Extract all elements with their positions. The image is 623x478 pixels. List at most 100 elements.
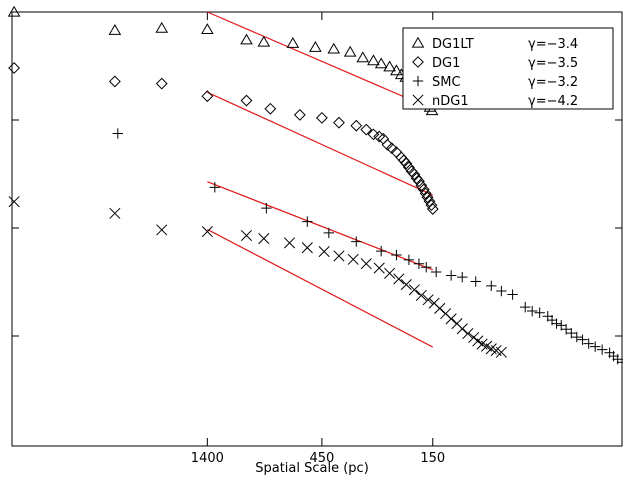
data-point-diamond xyxy=(421,191,434,204)
data-point-diamond xyxy=(8,62,21,74)
legend-gamma: γ=−3.4 xyxy=(528,37,578,52)
data-point-x xyxy=(445,313,457,325)
data-point-plus xyxy=(302,216,313,227)
data-point-plus xyxy=(391,249,402,261)
data-point-diamond xyxy=(367,128,380,141)
plot-frame xyxy=(11,11,623,447)
data-point-triangle xyxy=(327,42,341,54)
data-point-plus xyxy=(534,307,545,318)
x-tick-label: 1400 xyxy=(191,451,224,466)
x-tick-label: 450 xyxy=(309,451,334,466)
data-point-x xyxy=(456,323,468,335)
data-point-plus xyxy=(413,258,425,269)
data-point-x xyxy=(258,232,270,245)
data-point-plus xyxy=(486,280,497,292)
data-point-plus xyxy=(112,128,123,139)
fit-lines xyxy=(207,11,434,348)
legend-gamma: γ=−4.2 xyxy=(528,94,578,109)
data-point-x xyxy=(495,346,507,358)
data-point-triangle xyxy=(390,64,403,76)
data-point-diamond xyxy=(155,77,168,90)
data-point-plus xyxy=(507,289,518,300)
data-point-plus xyxy=(470,276,481,287)
series-ndg1 xyxy=(8,196,507,358)
data-point-diamond xyxy=(402,161,415,174)
fit-line-dg1 xyxy=(207,91,434,196)
legend-box xyxy=(402,27,614,110)
x-axis-label: Spatial Scale (pc) xyxy=(255,461,369,476)
legend-label: nDG1 xyxy=(432,94,469,109)
data-point-plus xyxy=(351,236,362,247)
data-point-plus xyxy=(496,285,507,297)
data-point-x xyxy=(318,246,330,258)
data-point-plus xyxy=(430,266,442,278)
legend-gamma: γ=−3.2 xyxy=(528,75,578,90)
data-point-plus xyxy=(589,341,601,352)
legend-gamma: γ=−3.5 xyxy=(528,56,578,71)
fit-line-dg1lt xyxy=(207,11,433,110)
data-point-triangle xyxy=(7,5,21,17)
data-point-plus xyxy=(457,271,468,283)
data-point-triangle xyxy=(201,23,214,35)
data-point-triangle xyxy=(343,45,357,57)
data-point-x xyxy=(8,196,20,208)
data-point-plus xyxy=(445,270,457,281)
data-point-diamond xyxy=(240,94,253,107)
data-point-plus xyxy=(421,261,432,273)
data-point-x xyxy=(434,302,446,314)
data-point-diamond xyxy=(315,111,328,124)
data-point-diamond xyxy=(333,116,345,129)
data-point-x xyxy=(283,237,296,249)
plot-border xyxy=(11,11,623,447)
data-point-triangle xyxy=(309,40,322,52)
data-point-plus xyxy=(571,331,582,343)
data-point-x xyxy=(393,273,405,285)
data-point-triangle xyxy=(383,60,396,72)
data-point-x xyxy=(347,253,359,265)
data-point-diamond xyxy=(426,203,439,215)
data-point-x xyxy=(384,267,396,279)
data-point-x xyxy=(422,294,434,306)
legend-label: SMC xyxy=(432,75,461,90)
data-point-x xyxy=(109,207,121,219)
data-point-triangle xyxy=(374,57,388,69)
data-point-plus xyxy=(551,318,562,329)
data-point-plus xyxy=(566,327,577,339)
data-point-diamond xyxy=(264,102,277,115)
legend: DG1LT γ=−3.4 DG1 γ=−3.5 SMC γ=−3.2 nDG1 γ=−4.2 xyxy=(402,27,614,110)
legend-label: DG1 xyxy=(432,56,460,71)
data-point-diamond xyxy=(412,56,424,68)
data-point-x xyxy=(333,250,345,262)
data-point-plus xyxy=(596,344,608,355)
data-point-x xyxy=(373,262,385,274)
data-point-diamond xyxy=(423,195,436,208)
data-point-x xyxy=(408,284,420,296)
data-point-triangle xyxy=(411,36,425,48)
data-point-plus xyxy=(403,254,415,266)
data-point-x xyxy=(201,226,213,238)
data-point-plus xyxy=(520,301,531,313)
data-point-diamond xyxy=(413,175,425,188)
data-point-x xyxy=(415,289,427,301)
data-point-triangle xyxy=(155,21,169,33)
data-point-triangle xyxy=(257,35,271,47)
data-point-diamond xyxy=(293,108,306,121)
data-point-diamond xyxy=(415,179,428,192)
data-point-x xyxy=(412,94,424,106)
data-point-triangle xyxy=(286,37,300,48)
data-point-plus xyxy=(323,227,335,239)
data-point-diamond xyxy=(381,138,394,151)
data-point-x xyxy=(240,229,253,242)
data-point-triangle xyxy=(108,24,122,35)
fit-line-smc xyxy=(207,181,433,271)
data-point-plus xyxy=(577,334,588,345)
data-point-triangle xyxy=(240,33,253,45)
data-point-diamond xyxy=(417,183,430,196)
data-point-diamond xyxy=(408,168,421,181)
data-point-triangle xyxy=(356,51,370,63)
x-tick-labels: 1400 450 150 xyxy=(191,451,445,466)
data-point-plus xyxy=(209,182,221,193)
data-point-plus xyxy=(526,305,538,317)
data-point-plus xyxy=(583,338,594,349)
